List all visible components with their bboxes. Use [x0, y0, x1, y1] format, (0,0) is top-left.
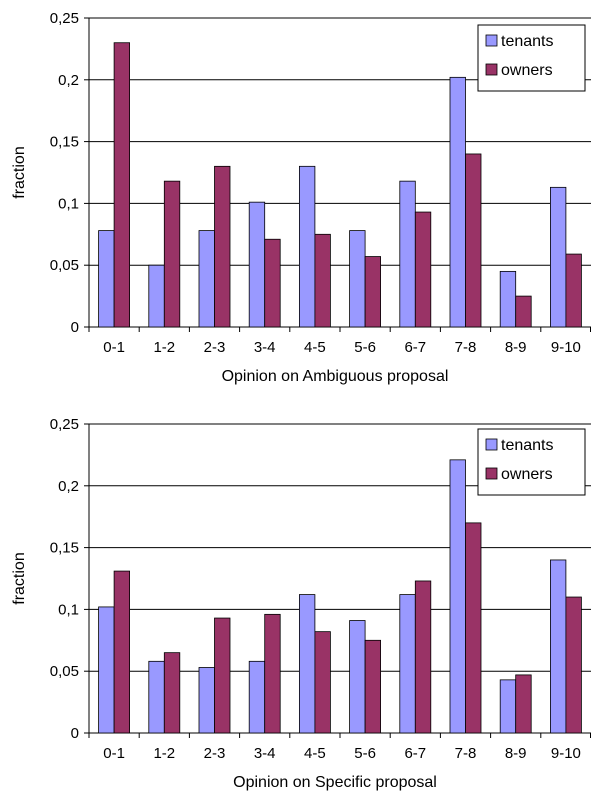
x-tick-label: 8-9: [505, 339, 527, 356]
bar-owners-7-8: [465, 522, 482, 734]
bar-owners-1-2: [163, 652, 181, 734]
y-tick-label: 0,15: [50, 540, 79, 557]
bar-owners-6-7: [414, 580, 432, 734]
y-tick-label: 0,05: [50, 663, 79, 680]
x-tick-label: 2-3: [204, 339, 226, 356]
y-tick-label: 0,25: [50, 10, 79, 27]
bar-owners-5-6: [364, 256, 382, 328]
x-tick-label: 3-4: [254, 339, 276, 356]
y-tick-label: 0,1: [58, 195, 79, 212]
bar-tenants-4-5: [298, 165, 316, 328]
x-tick-label: 8-9: [505, 745, 527, 762]
bar-tenants-3-4: [248, 660, 266, 734]
x-tick-label: 5-6: [354, 745, 376, 762]
x-tick-label: 3-4: [254, 745, 276, 762]
y-tick-label: 0: [71, 725, 79, 742]
bar-owners-4-5: [314, 631, 331, 734]
y-axis-label: fraction: [11, 146, 28, 198]
legend-swatch-tenants: [485, 438, 498, 451]
bar-tenants-8-9: [499, 679, 517, 734]
legend-label-tenants: tenants: [501, 33, 553, 50]
bar-owners-2-3: [214, 165, 231, 328]
x-axis-label: Opinion on Ambiguous proposal: [222, 368, 449, 385]
bar-tenants-0-1: [98, 606, 115, 734]
x-tick-label: 5-6: [354, 339, 376, 356]
y-tick-label: 0,2: [58, 72, 79, 89]
x-tick-label: 6-7: [404, 745, 426, 762]
x-tick-label: 7-8: [455, 745, 477, 762]
x-tick-label: 1-2: [153, 339, 175, 356]
bar-tenants-5-6: [349, 620, 366, 734]
bar-tenants-3-4: [248, 201, 266, 328]
y-tick-label: 0,1: [58, 601, 79, 618]
bar-tenants-6-7: [399, 180, 416, 328]
y-tick-label: 0: [71, 319, 79, 336]
y-tick-label: 0,05: [50, 257, 79, 274]
bar-tenants-2-3: [198, 230, 215, 328]
bar-tenants-1-2: [148, 660, 165, 734]
y-axis-label: fraction: [11, 552, 28, 604]
x-tick-label: 1-2: [153, 745, 175, 762]
x-tick-label: 4-5: [304, 745, 326, 762]
bar-owners-3-4: [264, 613, 281, 734]
x-tick-label: 4-5: [304, 339, 326, 356]
legend: tenants owners: [477, 428, 586, 496]
chart-1: 0 0,05 0,1 0,15 0,2 0,25 0-1 1-2 2-3 3-4 4-5 5-6 6-7…: [11, 10, 591, 385]
legend-swatch-owners: [485, 63, 498, 76]
x-tick-label: 7-8: [455, 339, 477, 356]
bar-owners-1-2: [163, 180, 181, 328]
bar-tenants-7-8: [449, 459, 466, 734]
bar-tenants-1-2: [148, 264, 165, 328]
bar-tenants-8-9: [499, 270, 517, 328]
bar-tenants-9-10: [550, 186, 567, 328]
bar-owners-9-10: [565, 596, 582, 734]
legend-swatch-owners: [485, 467, 498, 480]
bar-tenants-7-8: [449, 76, 466, 328]
bar-owners-7-8: [465, 153, 482, 328]
y-tick-label: 0,15: [50, 134, 79, 151]
legend-label-owners: owners: [501, 62, 553, 79]
bar-owners-0-1: [113, 42, 130, 328]
bar-tenants-4-5: [298, 594, 316, 734]
x-axis-label: Opinion on Specific proposal: [233, 774, 437, 791]
bar-owners-2-3: [214, 617, 231, 734]
x-tick-label: 0-1: [103, 745, 125, 762]
bar-owners-3-4: [264, 238, 281, 328]
bar-tenants-5-6: [349, 230, 366, 328]
bar-tenants-6-7: [399, 594, 416, 734]
bar-owners-6-7: [414, 211, 432, 328]
legend: tenants owners: [477, 24, 586, 92]
x-tick-label: 9-10: [551, 745, 581, 762]
bar-owners-4-5: [314, 233, 331, 328]
legend-label-tenants: tenants: [501, 437, 553, 454]
x-tick-label: 6-7: [404, 339, 426, 356]
legend-swatch-tenants: [485, 34, 498, 47]
legend-label-owners: owners: [501, 466, 553, 483]
x-tick-label: 2-3: [204, 745, 226, 762]
bar-tenants-9-10: [550, 559, 567, 734]
bar-owners-8-9: [515, 674, 532, 734]
bar-owners-0-1: [113, 570, 130, 734]
bar-tenants-0-1: [98, 230, 115, 328]
bar-tenants-2-3: [198, 667, 215, 734]
bar-owners-8-9: [515, 295, 532, 328]
x-tick-label: 9-10: [551, 339, 581, 356]
y-tick-label: 0,25: [50, 416, 79, 433]
y-tick-label: 0,2: [58, 478, 79, 495]
x-tick-label: 0-1: [103, 339, 125, 356]
bar-owners-5-6: [364, 639, 382, 734]
chart-2: 0 0,05 0,1 0,15 0,2 0,25 0-1 1-2 2-3 3-4 4-5 5-6 6-7…: [11, 416, 591, 791]
bar-owners-9-10: [565, 253, 582, 328]
